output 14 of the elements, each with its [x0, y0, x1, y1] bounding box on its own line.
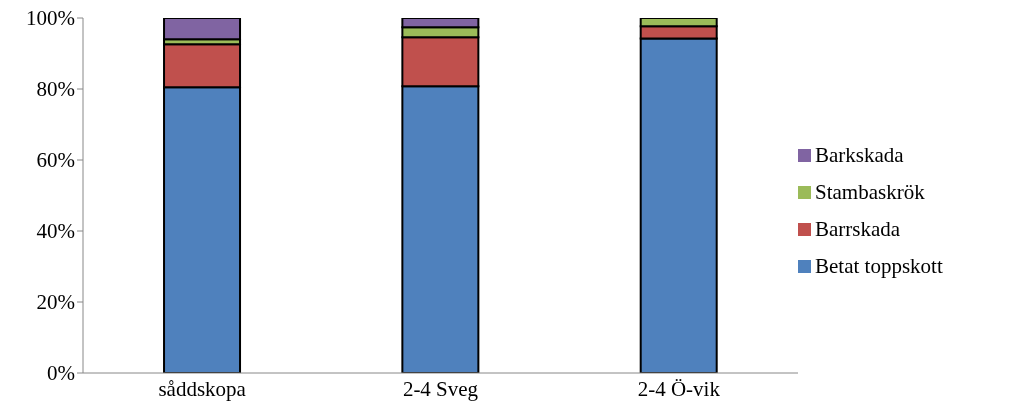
- x-tick-label: 2-4 Ö-vik: [637, 376, 721, 401]
- legend-label: Barkskada: [815, 142, 904, 168]
- legend-label: Barrskada: [815, 216, 901, 242]
- y-tick-label: 20%: [36, 290, 75, 315]
- y-tick-label: 100%: [26, 6, 75, 31]
- legend-label: Betat toppskott: [815, 253, 943, 279]
- y-tick-label: 40%: [36, 219, 75, 244]
- x-tick-label: såddskopa: [158, 376, 247, 401]
- y-tick-label: 0%: [47, 361, 75, 386]
- bar: [163, 18, 242, 41]
- y-tick-label: 80%: [36, 77, 75, 102]
- y-tick-label: 60%: [36, 148, 75, 173]
- x-tick-label: 2-4 Sveg: [402, 376, 479, 401]
- legend-label: Stambaskrök: [815, 179, 925, 205]
